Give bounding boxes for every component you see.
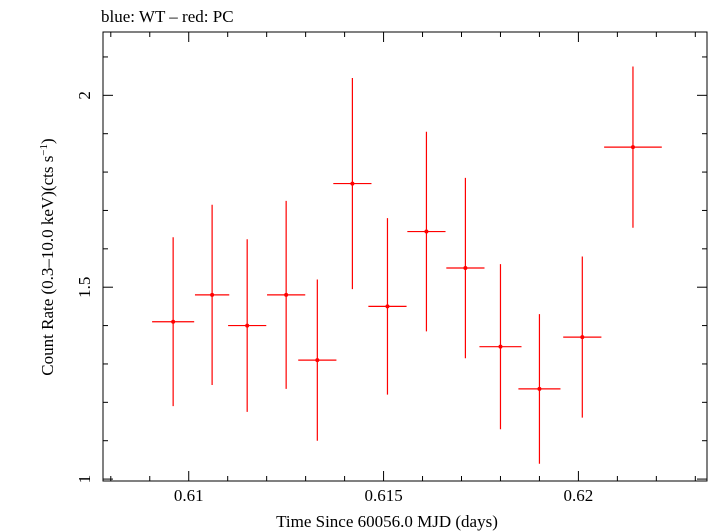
data-marker [424,229,429,234]
data-point [267,200,306,389]
data-marker [580,335,585,340]
y-axis-label-superscript: −1 [38,144,50,156]
plot-frame [102,31,708,482]
data-marker [350,181,355,186]
x-tick-label: 0.61 [174,486,204,505]
y-tick-label: 1 [75,475,94,484]
data-point [518,314,561,464]
x-tick-label: 0.615 [364,486,402,505]
data-point [479,264,522,430]
axis-ticks: 0.61 0.615 0.62 1 1.5 2 [75,32,707,505]
data-point [563,256,602,418]
data-marker [463,266,468,271]
x-tick-label: 0.62 [564,486,594,505]
data-point [407,131,446,332]
data-marker [630,145,635,150]
data-marker [210,292,215,297]
chart-title: blue: WT – red: PC [101,7,234,26]
data-marker [537,386,542,391]
data-point [152,237,195,407]
data-point [368,218,407,395]
data-marker [245,323,250,328]
data-marker [385,304,390,309]
data-point [604,66,662,228]
data-marker [171,319,176,324]
data-point [298,279,337,441]
data-point [446,177,485,359]
data-marker [498,344,503,349]
data-marker [315,358,320,363]
y-axis-label: Count Rate (0.3–10.0 keV)(cts s−1) [38,138,57,375]
data-point [194,204,230,386]
x-axis-label: Time Since 60056.0 MJD (days) [276,512,498,531]
data-point [228,239,267,412]
y-tick-label: 2 [75,91,94,100]
data-marker [284,292,289,297]
data-point [333,78,372,290]
y-axis-label-close: ) [38,138,57,144]
y-tick-label: 1.5 [75,277,94,298]
y-axis-label-main: Count Rate (0.3–10.0 keV)(cts s [38,156,57,376]
data-series-pc [152,66,662,464]
